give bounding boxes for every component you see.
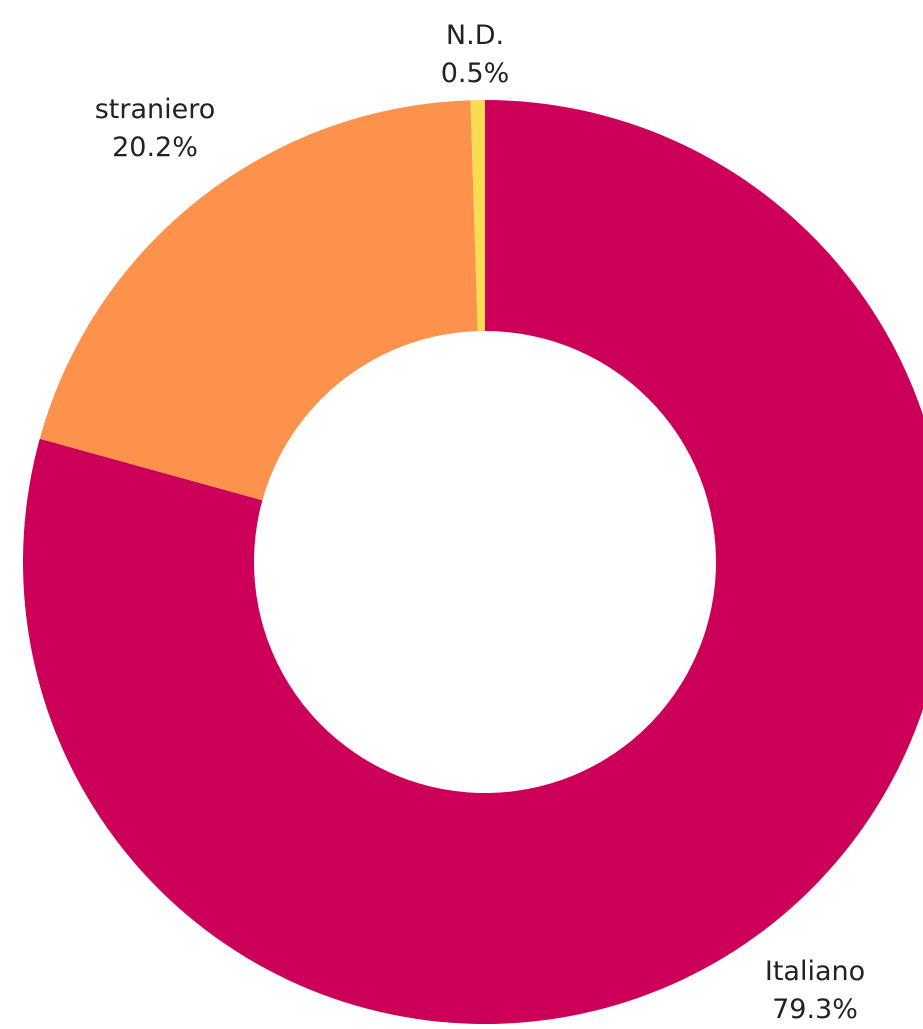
label-straniero-name: straniero — [95, 94, 216, 125]
label-italiano-value: 79.3% — [772, 994, 858, 1025]
slice-italiano — [22, 100, 923, 1024]
label-nd-name: N.D. — [446, 20, 504, 51]
slice-straniero — [39, 100, 478, 501]
donut-slices — [22, 100, 923, 1024]
slice-labels: N.D. 0.5% straniero 20.2% Italiano 79.3% — [95, 20, 865, 1025]
label-nd-value: 0.5% — [441, 58, 510, 89]
label-straniero-value: 20.2% — [112, 132, 198, 163]
slice-n-d — [470, 100, 485, 332]
label-italiano-name: Italiano — [765, 956, 865, 987]
